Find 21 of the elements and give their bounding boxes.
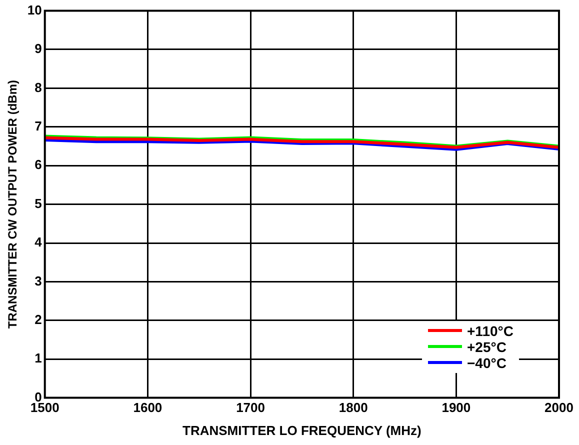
y-tick-label: 0 — [34, 389, 42, 404]
y-tick-label: 4 — [34, 234, 43, 250]
x-tick-label: 1800 — [338, 400, 368, 416]
x-tick-label: 1600 — [133, 400, 162, 416]
legend-label: +25°C — [467, 338, 506, 355]
y-tick-label: 8 — [34, 80, 42, 95]
x-tick-label: 2000 — [544, 400, 574, 416]
legend-label: −40°C — [467, 354, 506, 371]
y-tick-label: 1 — [34, 350, 42, 366]
y-tick-label: 2 — [34, 312, 42, 327]
y-tick-label: 6 — [34, 157, 42, 172]
y-tick-label: 9 — [34, 41, 42, 56]
legend-label: +110°C — [467, 322, 514, 339]
y-tick-label: 7 — [34, 118, 42, 134]
y-axis-title: TRANSMITTER CW OUTPUT POWER (dBm) — [6, 80, 20, 329]
x-tick-label: 1700 — [236, 400, 265, 416]
x-tick-label: 1900 — [442, 400, 471, 416]
y-tick-label: 3 — [34, 273, 42, 288]
y-tick-label: 10 — [27, 2, 42, 18]
x-axis-title: TRANSMITTER LO FREQUENCY (MHz) — [182, 422, 422, 438]
y-tick-label: 5 — [34, 196, 42, 211]
